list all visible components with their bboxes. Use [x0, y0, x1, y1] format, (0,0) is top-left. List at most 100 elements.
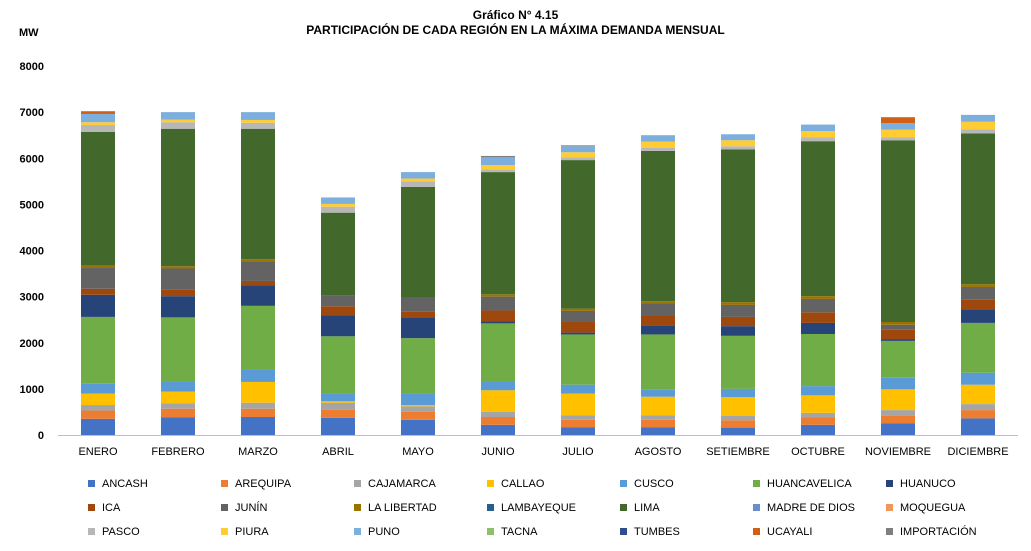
- bar-segment-jun-n: [161, 268, 195, 290]
- legend-label: IMPORTACIÓN: [900, 525, 977, 538]
- legend-item: MADRE DE DIOS: [753, 500, 886, 515]
- bar-segment-huanuco: [401, 317, 435, 339]
- bar-segment-ica: [961, 299, 995, 311]
- bar-segment-callao: [641, 396, 675, 416]
- bar-segment-jun-n: [801, 298, 835, 313]
- x-tick-label: ENERO: [78, 446, 118, 458]
- bar-segment-ancash: [721, 427, 755, 435]
- bar-segment-callao: [81, 393, 115, 406]
- bar-segment-cajamarca: [721, 415, 755, 421]
- bar-segment-jun-n: [241, 261, 275, 281]
- bar-segment-cajamarca: [801, 412, 835, 418]
- bar-segment-cusco: [801, 386, 835, 396]
- bar-segment-cusco: [721, 388, 755, 398]
- bar-segment-piura: [81, 122, 115, 126]
- bar-segment-lima: [481, 172, 515, 295]
- chart-title: Gráfico N° 4.15: [472, 8, 559, 22]
- bar-segment-huancavelica: [641, 334, 675, 390]
- bar-segment-la-libertad: [81, 265, 115, 269]
- bar-segment-callao: [881, 389, 915, 411]
- bar-segment-pasco: [641, 147, 675, 151]
- bar-segment-la-libertad: [241, 259, 275, 262]
- legend-label: TACNA: [501, 525, 538, 538]
- bar-segment-ancash: [241, 417, 275, 435]
- legend-item: MOQUEGUA: [886, 500, 1019, 515]
- bar-segment-puno: [881, 123, 915, 130]
- legend-label: LIMA: [634, 501, 660, 514]
- bar-segment-lima: [881, 140, 915, 322]
- bar-segment-callao: [321, 401, 355, 403]
- bar-segment-piura: [961, 121, 995, 130]
- bar-segment-jun-n: [641, 304, 675, 316]
- legend-item: PUNO: [354, 524, 487, 539]
- legend-item: PIURA: [221, 524, 354, 539]
- bar-segment-huanuco: [641, 325, 675, 335]
- bar-segment-jun-n: [481, 296, 515, 311]
- legend-label: PUNO: [368, 525, 400, 538]
- bar-segment-la-libertad: [721, 302, 755, 305]
- bar-segment-ancash: [321, 417, 355, 435]
- bar-segment-lima: [801, 141, 835, 297]
- bar-segment-importaci-n: [561, 145, 595, 147]
- bar-segment-arequipa: [401, 411, 435, 420]
- legend-label: JUNÍN: [235, 501, 268, 514]
- bar-segment-pasco: [961, 129, 995, 134]
- bar-segment-lima: [321, 212, 355, 296]
- bar-segment-piura: [481, 165, 515, 170]
- legend-label: MADRE DE DIOS: [767, 501, 856, 514]
- legend-label: ICA: [102, 501, 121, 514]
- legend-label: HUANUCO: [900, 477, 956, 490]
- bar-segment-ica: [801, 312, 835, 323]
- bar-segment-jun-n: [401, 297, 435, 312]
- x-tick-label: MAYO: [402, 446, 434, 458]
- bar-segment-ancash: [641, 427, 675, 435]
- bar-segment-pasco: [481, 169, 515, 173]
- legend-label: LA LIBERTAD: [368, 501, 437, 514]
- y-tick-label: 2000: [20, 338, 44, 350]
- chart-title-block: Gráfico N° 4.15 PARTICIPACIÓN DE CADA RE…: [0, 8, 1031, 38]
- bar-segment-lima: [81, 131, 115, 266]
- bar-segment-lima: [721, 149, 755, 303]
- y-tick-label: 1000: [20, 384, 44, 396]
- legend-swatch: [221, 504, 228, 511]
- legend-swatch: [354, 504, 361, 511]
- bar-segment-cajamarca: [561, 415, 595, 420]
- legend-label: LAMBAYEQUE: [501, 501, 576, 514]
- y-tick-label: 4000: [20, 246, 44, 258]
- legend-item: ANCASH: [88, 476, 221, 491]
- legend-swatch: [886, 480, 893, 487]
- bar-segment-cusco: [401, 393, 435, 406]
- bar-segment-arequipa: [481, 417, 515, 425]
- legend-label: MOQUEGUA: [900, 501, 966, 514]
- bar-segment-ica: [721, 316, 755, 327]
- bar-segment-puno: [161, 112, 195, 120]
- bar-segment-callao: [481, 390, 515, 412]
- legend-item: CUSCO: [620, 476, 753, 491]
- x-tick-label: SETIEMBRE: [706, 446, 770, 458]
- bar-segment-pasco: [801, 137, 835, 142]
- legend-swatch: [620, 504, 627, 511]
- legend-swatch: [753, 480, 760, 487]
- legend-item: LIMA: [620, 500, 753, 515]
- bar-segment-huancavelica: [801, 333, 835, 387]
- bar-segment-huanuco: [81, 294, 115, 317]
- bar-segment-huancavelica: [321, 336, 355, 394]
- x-tick-label: JULIO: [562, 446, 594, 458]
- bar-segment-cajamarca: [641, 415, 675, 420]
- legend-item: IMPORTACIÓN: [886, 524, 1019, 539]
- bar-segment-jun-n: [721, 304, 755, 317]
- legend-item: ICA: [88, 500, 221, 515]
- bar-segment-callao: [961, 384, 995, 405]
- bar-segment-cajamarca: [481, 411, 515, 418]
- bar-segment-jun-n: [881, 324, 915, 330]
- bar-segment-huancavelica: [161, 317, 195, 382]
- bar-segment-piura: [561, 152, 595, 158]
- bar-segment-arequipa: [961, 410, 995, 419]
- bar-segment-ancash: [481, 424, 515, 435]
- legend-item: LAMBAYEQUE: [487, 500, 620, 515]
- bar-segment-huancavelica: [401, 338, 435, 394]
- bar-segment-cajamarca: [81, 405, 115, 411]
- legend-item: JUNÍN: [221, 500, 354, 515]
- bar-segment-huanuco: [321, 315, 355, 337]
- bar-segment-pasco: [161, 122, 195, 129]
